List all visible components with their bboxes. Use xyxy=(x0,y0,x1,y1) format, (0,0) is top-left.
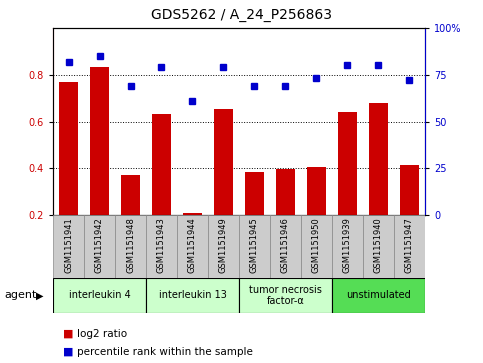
Bar xyxy=(239,278,332,313)
Text: GDS5262 / A_24_P256863: GDS5262 / A_24_P256863 xyxy=(151,8,332,22)
Bar xyxy=(276,170,295,215)
Text: interleukin 13: interleukin 13 xyxy=(158,290,227,301)
Bar xyxy=(369,103,388,215)
Text: agent: agent xyxy=(5,290,37,301)
Bar xyxy=(53,278,146,313)
Bar xyxy=(400,165,419,215)
Bar xyxy=(115,215,146,278)
Text: ■: ■ xyxy=(63,329,73,339)
Bar xyxy=(121,175,140,215)
Bar xyxy=(208,215,239,278)
Bar xyxy=(146,278,239,313)
Bar xyxy=(53,215,84,278)
Text: GSM1151940: GSM1151940 xyxy=(374,217,383,273)
Text: GSM1151950: GSM1151950 xyxy=(312,217,321,273)
Text: GSM1151949: GSM1151949 xyxy=(219,217,228,273)
Bar xyxy=(59,82,78,215)
Text: GSM1151941: GSM1151941 xyxy=(64,217,73,273)
Text: GSM1151947: GSM1151947 xyxy=(405,217,414,273)
Text: GSM1151939: GSM1151939 xyxy=(343,217,352,273)
Text: GSM1151943: GSM1151943 xyxy=(157,217,166,273)
Bar xyxy=(394,215,425,278)
Bar xyxy=(239,215,270,278)
Text: GSM1151944: GSM1151944 xyxy=(188,217,197,273)
Bar xyxy=(332,215,363,278)
Text: GSM1151946: GSM1151946 xyxy=(281,217,290,273)
Text: ■: ■ xyxy=(63,347,73,357)
Text: ▶: ▶ xyxy=(36,290,44,301)
Bar xyxy=(363,215,394,278)
Bar xyxy=(90,66,109,215)
Text: unstimulated: unstimulated xyxy=(346,290,411,301)
Bar xyxy=(245,172,264,215)
Bar xyxy=(146,215,177,278)
Bar xyxy=(332,278,425,313)
Bar xyxy=(301,215,332,278)
Text: log2 ratio: log2 ratio xyxy=(77,329,128,339)
Text: GSM1151948: GSM1151948 xyxy=(126,217,135,273)
Bar xyxy=(270,215,301,278)
Text: GSM1151945: GSM1151945 xyxy=(250,217,259,273)
Bar xyxy=(307,167,326,215)
Bar xyxy=(214,109,233,215)
Bar xyxy=(338,112,357,215)
Bar xyxy=(84,215,115,278)
Bar xyxy=(183,213,202,215)
Text: percentile rank within the sample: percentile rank within the sample xyxy=(77,347,253,357)
Text: GSM1151942: GSM1151942 xyxy=(95,217,104,273)
Bar xyxy=(152,114,171,215)
Text: tumor necrosis
factor-α: tumor necrosis factor-α xyxy=(249,285,322,306)
Text: interleukin 4: interleukin 4 xyxy=(69,290,130,301)
Bar xyxy=(177,215,208,278)
